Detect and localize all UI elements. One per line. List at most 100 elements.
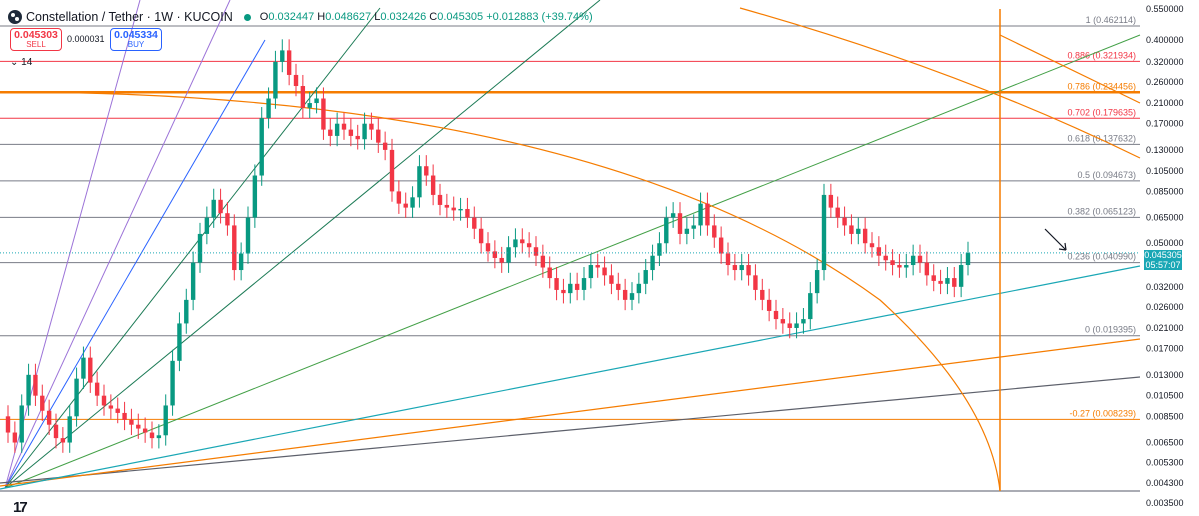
candle-body [677,213,683,234]
candle-body [46,410,52,425]
fib-level-label: 0.382 (0.065123) [1067,206,1136,216]
y-tick-label: 0.026000 [1146,302,1184,312]
open-value: 0.032447 [268,11,315,23]
chevron-down-icon: ⌄ [10,57,19,68]
candle-body [204,217,210,234]
fib-level-label: 0.886 (0.321934) [1067,50,1136,60]
last-price-value: 0.045305 [1144,250,1182,260]
fib-level-label: 0.236 (0.040990) [1067,252,1136,262]
candle-body [821,194,827,271]
candle-body [286,50,292,75]
fib-level-label: 0.5 (0.094673) [1077,170,1136,180]
candle-body [924,262,930,276]
candle-body [177,323,182,361]
candle-body [341,123,347,130]
candle-body [684,228,690,234]
candle-body [568,283,573,294]
candle-body [101,395,107,406]
candle-body [149,432,155,439]
bar-countdown: 05:57:07 [1145,260,1181,270]
candle-body [910,255,916,266]
candle-body [184,299,189,324]
y-tick-label: 0.400000 [1146,35,1184,45]
candle-body [801,319,806,324]
candle-body [355,135,360,140]
indicator-value: 14 [21,57,33,68]
fib-level-label: 0 (0.019395) [1085,325,1136,335]
candle-body [691,225,696,229]
candle-body [897,265,902,268]
sell-button[interactable]: 0.045303 SELL [10,28,62,51]
symbol-header: Constellation / Tether · 1W · KUCOIN O0.… [8,8,593,26]
y-tick-label: 0.170000 [1146,119,1184,129]
y-tick-label: 0.013000 [1146,370,1184,380]
fib-level-label: 0.702 (0.179635) [1067,107,1136,117]
y-tick-label: 0.006500 [1146,438,1184,448]
candle-body [60,438,66,443]
candle-body [540,255,546,268]
candle-body [225,213,230,226]
candle-body [506,247,511,263]
fib-level-label: 0.618 (0.137632) [1067,133,1136,143]
candle-body [334,123,340,136]
change-value: +0.012883 (+39.74%) [486,11,593,23]
buy-price: 0.045334 [114,29,158,41]
candle-body [835,207,840,218]
candle-body [574,283,580,290]
y-tick-label: 0.210000 [1146,98,1184,108]
candle-body [382,142,388,150]
sell-price: 0.045303 [14,29,58,41]
candle-body [849,225,854,234]
buy-button[interactable]: 0.045334 BUY [110,28,162,51]
candle-body [965,252,971,266]
candle-body [26,374,31,406]
gann-fan-line [4,0,141,489]
indicator-toggle[interactable]: ⌄ 14 [10,57,32,68]
y-tick-label: 0.021000 [1146,323,1184,333]
drawing-lines [0,0,1141,492]
gann-fan-line [4,0,601,489]
fibonacci-retracement: 1 (0.462114) 0.886 (0.321934) 0.786 (0.234… [0,15,1140,492]
candle-body [108,405,114,409]
fib-level-label: 1 (0.462114) [1086,15,1136,25]
spread-value: 0.000031 [67,34,105,44]
candle-body [753,275,758,290]
candle-body [794,323,799,328]
candle-body [122,412,127,420]
candle-body [670,213,676,218]
candle-body [945,278,950,284]
candle-body [760,289,765,300]
candle-body [472,217,477,229]
candle-body [245,217,251,254]
candle-body [211,199,216,218]
candle-body [376,129,381,143]
constellation-logo-icon [8,10,22,24]
candle-body [300,86,306,108]
y-tick-label: 0.320000 [1146,57,1184,67]
price-axis[interactable]: 0.550000 0.400000 0.320000 0.260000 0.210000… [1146,4,1184,508]
candle-body [883,255,888,261]
candle-body [293,74,299,87]
tradingview-logo-icon: 17 [13,499,28,516]
candle-body [938,280,943,284]
candle-body [417,166,422,198]
candle-body [129,419,134,425]
candle-body [513,239,518,248]
candle-body [163,405,168,436]
candle-body [725,253,731,266]
candle-body [780,319,786,324]
candle-body [917,255,923,263]
candle-body [115,408,120,413]
fib-level-label: -0.27 (0.008239) [1069,408,1136,418]
candle-body [40,395,45,411]
candle-body [252,175,258,218]
candle-body [190,262,196,300]
candle-body [636,283,642,294]
candle-body [197,233,203,263]
cyan-trendline [0,265,1141,490]
candle-body [890,260,895,266]
candle-body [876,247,882,256]
candle-body [595,265,600,268]
symbol-title[interactable]: Constellation / Tether · 1W · KUCOIN [26,10,233,24]
